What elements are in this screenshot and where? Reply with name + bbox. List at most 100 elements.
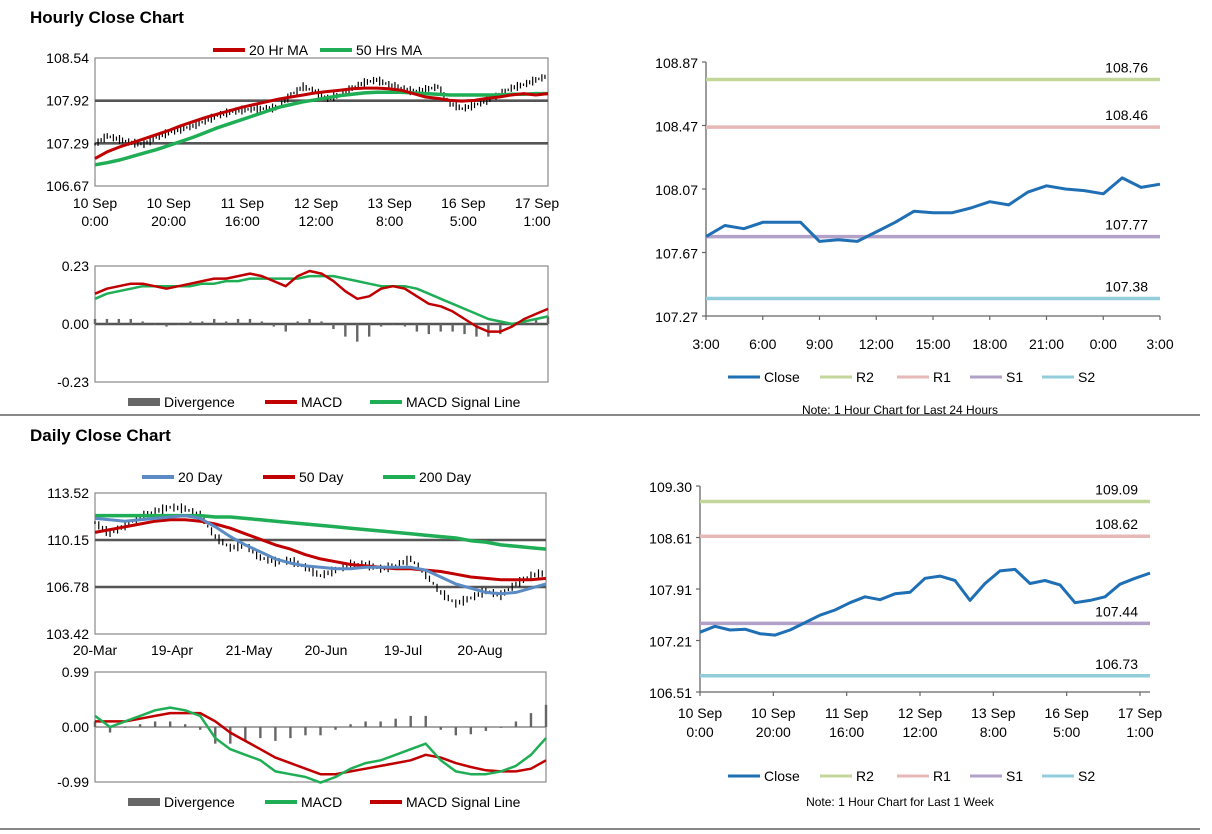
hourly-levels-level-s2-label: 107.38 [1105, 279, 1148, 295]
daily-divergence-bar [214, 727, 217, 744]
hourly-divergence-bar [153, 324, 156, 325]
weekly-levels-x-tick-time: 12:00 [902, 724, 937, 740]
hourly-divergence-bar [391, 324, 395, 325]
hourly-macd-y-tick-label: 0.23 [62, 258, 89, 274]
daily-divergence-bar [244, 727, 247, 741]
hourly-levels-legend-r1-label: R1 [933, 369, 951, 385]
daily-legend-20-day-label: 20 Day [178, 469, 222, 485]
daily-macd-y-tick-label: 0.00 [62, 719, 89, 735]
daily-macd-y-tick-label: -0.99 [57, 774, 89, 790]
hourly-levels-legend-s2-label: S2 [1078, 369, 1095, 385]
daily-divergence-bar [123, 727, 127, 728]
hourly-divergence-bar [272, 324, 276, 327]
hourly-divergence-bar [189, 321, 192, 324]
hourly-divergence-bar [177, 324, 180, 325]
daily-legend-50-day-label: 50 Day [299, 469, 343, 485]
daily-price-plot-frame [94, 492, 547, 635]
daily-divergence-bar [364, 721, 367, 727]
weekly-levels-y-tick-label: 108.61 [649, 531, 692, 547]
weekly-levels-x-tick-date: 16 Sep [1044, 705, 1089, 721]
daily-divergence-bar [304, 727, 307, 736]
daily-divergence-bar [484, 727, 488, 731]
hourly-legend-divergence-label: Divergence [164, 394, 235, 410]
daily-divergence-bar [424, 715, 427, 727]
hourly-divergence-bar [463, 324, 466, 335]
hourly-divergence-bar [356, 324, 359, 342]
weekly-levels-level-r1-label: 108.62 [1095, 516, 1138, 532]
hourly-levels-level-r2-label: 108.76 [1105, 59, 1148, 75]
hourly-price-x-tick-date: 16 Sep [441, 195, 486, 211]
hourly-divergence-bar [451, 324, 454, 332]
hourly-divergence-bar [499, 324, 502, 335]
hourly-divergence-bar [379, 324, 383, 327]
hourly-divergence-bar [117, 318, 121, 324]
weekly-levels-x-tick-date: 11 Sep [825, 705, 869, 721]
daily-divergence-bar [153, 721, 157, 727]
weekly-levels-x-tick-date: 10 Sep [751, 705, 796, 721]
daily-divergence-bar [168, 721, 172, 727]
hourly-divergence-bar [213, 318, 216, 324]
hourly-divergence-bar [427, 324, 430, 335]
daily-divergence-bar [469, 727, 473, 735]
weekly-levels-legend-s2-label: S2 [1078, 768, 1095, 784]
daily-divergence-bar [138, 724, 142, 727]
weekly-levels-legend-close-label: Close [764, 768, 800, 784]
daily-divergence-bar [289, 727, 292, 739]
daily-price-y-tick-label: 106.78 [46, 579, 89, 595]
daily-divergence-bar [319, 727, 322, 736]
hourly-50hr-ma-line [94, 90, 548, 167]
bottom-divider [0, 828, 1200, 830]
hourly-legend-50hr-ma-label: 50 Hrs MA [356, 42, 423, 58]
daily-legend-divergence-swatch [128, 798, 160, 806]
hourly-levels-level-r1-label: 108.46 [1105, 107, 1148, 123]
hourly-price-x-tick-time: 8:00 [376, 213, 403, 229]
hourly-levels-x-tick-label: 15:00 [915, 336, 950, 352]
weekly-levels-x-tick-time: 16:00 [829, 724, 864, 740]
hourly-price-x-tick-date: 12 Sep [294, 195, 339, 211]
weekly-levels-y-tick-label: 107.21 [649, 634, 692, 650]
weekly-levels-y-tick-label: 109.30 [649, 479, 692, 495]
hourly-divergence-bar [248, 318, 252, 324]
daily-macd-line [94, 706, 547, 784]
weekly-levels-legend-s1-label: S1 [1006, 768, 1023, 784]
hourly-divergence-bar [475, 324, 478, 337]
daily-price-y-tick-label: 110.15 [47, 532, 89, 548]
hourly-levels-y-tick-label: 108.47 [655, 119, 698, 135]
daily-legend-divergence-label: Divergence [164, 794, 235, 810]
daily-divergence-bar [499, 727, 503, 728]
hourly-levels-y-tick-label: 108.87 [655, 55, 698, 71]
hourly-divergence-bar [105, 318, 109, 324]
weekly-levels-y-tick-label: 106.51 [649, 685, 692, 701]
hourly-levels-x-tick-label: 9:00 [806, 336, 833, 352]
weekly-levels-x-tick-time: 0:00 [686, 724, 713, 740]
daily-macd-signal-line [95, 711, 547, 776]
hourly-levels-x-tick-label: 6:00 [749, 336, 776, 352]
hourly-price-y-tick-label: 107.92 [46, 93, 89, 109]
hourly-divergence-bar [93, 318, 97, 324]
hourly-divergence-bar [165, 324, 168, 327]
hourly-price-y-tick-label: 106.67 [46, 178, 89, 194]
weekly-levels-level-s1-label: 107.44 [1095, 603, 1138, 619]
daily-price-x-tick-label: 19-Jul [384, 642, 422, 658]
weekly-levels-x-tick-date: 17 Sep [1118, 705, 1163, 721]
weekly-levels-x-tick-date: 12 Sep [898, 705, 943, 721]
daily-price-x-tick-label: 20-Jun [305, 642, 348, 658]
weekly-levels-legend-r1-label: R1 [933, 768, 951, 784]
hourly-levels-note: Note: 1 Hour Chart for Last 24 Hours [802, 403, 998, 417]
daily-divergence-bar [259, 727, 262, 739]
hourly-divergence-bar [546, 316, 550, 324]
hourly-levels-x-tick-label: 21:00 [1029, 336, 1064, 352]
daily-50-day-line [94, 518, 547, 582]
weekly-levels-level-r2-label: 109.09 [1095, 482, 1138, 498]
daily-divergence-bar [439, 727, 442, 730]
daily-divergence-bar [199, 727, 202, 730]
daily-macd-y-tick-label: 0.99 [62, 664, 89, 680]
daily-divergence-bar [93, 721, 97, 727]
hourly-divergence-bar [439, 324, 442, 332]
daily-section-title: Daily Close Chart [30, 426, 171, 445]
hourly-divergence-bar [260, 321, 264, 324]
hourly-divergence-bar [308, 318, 311, 324]
hourly-price-x-tick-time: 0:00 [81, 213, 108, 229]
daily-price-x-tick-label: 20-Aug [457, 642, 502, 658]
hourly-divergence-bar [403, 324, 407, 327]
